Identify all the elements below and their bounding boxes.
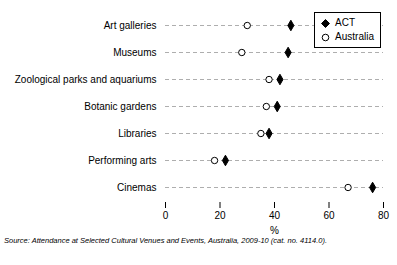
html-text:Australia: Australia [335, 31, 374, 42]
svg-text:%: % [270, 225, 279, 236]
svg-text:60: 60 [323, 210, 335, 221]
html-text:ACT: ACT [335, 17, 356, 28]
svg-text:Museums: Museums [113, 47, 156, 58]
svg-text:Libraries: Libraries [118, 128, 156, 139]
html-text:Source: Attendance at Selected: Source: Attendance at Selected Cultural … [4, 236, 327, 245]
svg-text:Art galleries: Art galleries [104, 20, 157, 31]
svg-text:80: 80 [378, 210, 390, 221]
svg-text:20: 20 [214, 210, 226, 221]
svg-text:Cinemas: Cinemas [117, 182, 156, 193]
svg-text:Performing arts: Performing arts [88, 155, 156, 166]
svg-text:Botanic gardens: Botanic gardens [84, 101, 156, 112]
svg-text:Zoological parks and aquariums: Zoological parks and aquariums [15, 74, 157, 85]
svg-text:0: 0 [163, 210, 169, 221]
svg-text:40: 40 [269, 210, 281, 221]
